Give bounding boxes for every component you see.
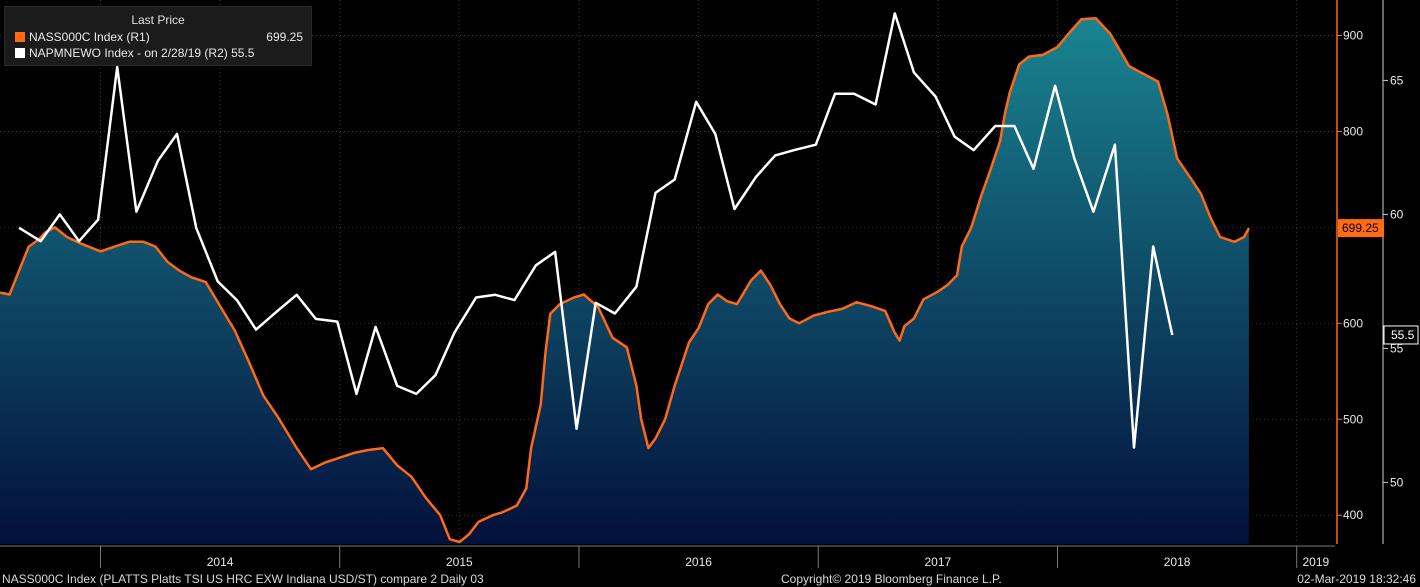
last-value-labels: 699.25 55.5 [1338,219,1419,345]
footer-copyright: Copyright© 2019 Bloomberg Finance L.P. [781,572,1002,586]
r2-last-value-label: 55.5 [1391,328,1415,342]
r1-last-value-label: 699.25 [1342,221,1379,235]
legend-value-nass000c: 699.25 [266,30,303,44]
r1-last-value-tag [1338,219,1384,238]
r2-tick-label: 60 [1390,207,1404,221]
nass000c-series-line [0,16,1251,544]
r1-tick-label: 400 [1343,508,1363,522]
r2-tick-label: 65 [1390,73,1404,87]
x-tick-label: 2015 [446,555,473,569]
x-tick-label: 2019 [1303,555,1330,569]
nass000c-area-fill [0,18,1249,544]
r2-last-value-tag [1383,325,1419,345]
r1-tick-label: 800 [1343,124,1363,138]
x-axis: 2014 2015 2016 2017 2018 2019 [0,545,1335,569]
legend-entry-napmnewo: NAPMNEWO Index - on 2/28/19 (R2) 55.5 [5,45,311,61]
footer-timestamp: 02-Mar-2019 18:32:46 [1297,572,1416,586]
x-tick-label: 2017 [924,555,951,569]
legend-entry-nass000c: NASS000C Index (R1) 699.25 [5,29,311,45]
legend-swatch-nass000c [15,32,25,42]
r2-axis: 50 55 60 65 [1382,0,1404,544]
footer: NASS000C Index (PLATTS Platts TSI US HRC… [0,571,1420,587]
legend-swatch-napmnewo [15,48,25,58]
r2-tick-label: 50 [1390,475,1404,489]
r1-tick-label: 500 [1343,412,1363,426]
x-tick-label: 2018 [1164,555,1191,569]
legend-label-nass000c: NASS000C Index (R1) [29,30,150,44]
footer-security-description: NASS000C Index (PLATTS Platts TSI US HRC… [2,572,484,586]
r1-tick-label: 900 [1343,28,1363,42]
r1-tick-label: 600 [1343,316,1363,330]
x-tick-label: 2016 [685,555,712,569]
legend-title: Last Price [131,13,185,27]
r1-axis: 400500600700800900 [1336,0,1363,544]
r2-tick-label: 55 [1390,341,1404,355]
legend: Last Price NASS000C Index (R1) 699.25 NA… [4,6,312,66]
legend-label-napmnewo: NAPMNEWO Index - on 2/28/19 (R2) 55.5 [29,46,255,60]
x-tick-label: 2014 [207,555,234,569]
napmnewo-series-line [18,12,1174,449]
